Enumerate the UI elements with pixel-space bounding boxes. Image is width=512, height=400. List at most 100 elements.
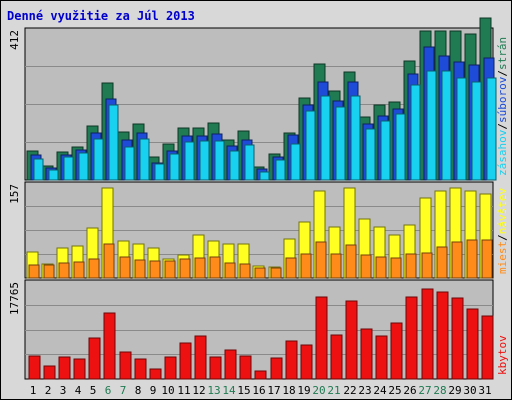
- bar-kbytov-day-5: [88, 337, 101, 380]
- bar-kbytov-day-1: [28, 355, 41, 380]
- bar-miest-day-20: [315, 241, 327, 279]
- legend-bottom: kbytov: [496, 335, 509, 375]
- bar-zasahov-day-4: [78, 152, 89, 181]
- legend-item-zasahov: zásahov: [496, 129, 509, 176]
- bar-kbytov-day-2: [43, 365, 56, 380]
- day-label-3: 3: [60, 384, 67, 397]
- bar-miest-day-25: [390, 257, 402, 279]
- day-label-16: 16: [252, 384, 265, 397]
- max-label-top: 412: [8, 30, 21, 50]
- legend-separator: /: [496, 70, 509, 77]
- bar-miest-day-29: [451, 241, 463, 279]
- day-label-12: 12: [192, 384, 205, 397]
- bar-kbytov-day-12: [194, 335, 207, 380]
- bar-kbytov-day-24: [375, 335, 388, 380]
- day-label-24: 24: [373, 384, 387, 397]
- bar-kbytov-day-26: [405, 296, 418, 380]
- bar-miest-day-24: [375, 256, 387, 279]
- bar-miest-day-27: [421, 252, 433, 279]
- day-label-23: 23: [358, 384, 371, 397]
- bar-miest-day-18: [285, 257, 297, 279]
- bar-zasahov-day-28: [441, 70, 452, 181]
- bar-zasahov-day-11: [184, 141, 195, 181]
- day-label-22: 22: [343, 384, 356, 397]
- bar-zasahov-day-20: [320, 95, 331, 181]
- bar-kbytov-day-22: [345, 300, 358, 380]
- legend-separator: /: [496, 234, 509, 241]
- bar-kbytov-day-13: [209, 356, 222, 380]
- day-label-26: 26: [403, 384, 416, 397]
- bar-zasahov-day-8: [139, 138, 150, 181]
- bar-zasahov-day-7: [124, 146, 135, 181]
- bar-zasahov-day-5: [93, 138, 104, 181]
- day-label-21: 21: [327, 384, 340, 397]
- bar-zasahov-day-1: [33, 158, 44, 181]
- day-label-14: 14: [222, 384, 236, 397]
- bar-kbytov-day-25: [390, 322, 403, 380]
- bar-miest-day-10: [164, 260, 176, 279]
- bar-miest-day-22: [345, 244, 357, 279]
- day-label-4: 4: [75, 384, 82, 397]
- bar-kbytov-day-18: [285, 340, 298, 380]
- bar-kbytov-day-17: [270, 357, 283, 380]
- max-label-middle: 157: [8, 184, 21, 204]
- bar-miest-day-19: [300, 253, 312, 279]
- legend-separator: /: [496, 123, 509, 130]
- day-label-25: 25: [388, 384, 401, 397]
- bar-miest-day-9: [149, 260, 161, 279]
- legend-item-kbytov: kbytov: [496, 335, 509, 375]
- day-label-1: 1: [30, 384, 37, 397]
- bar-zasahov-day-6: [108, 104, 119, 181]
- bar-miest-day-30: [466, 239, 478, 279]
- bar-miest-day-16: [254, 267, 266, 279]
- bar-zasahov-day-12: [199, 140, 210, 181]
- day-label-29: 29: [448, 384, 461, 397]
- bar-kbytov-day-28: [436, 291, 449, 380]
- bar-zasahov-day-3: [63, 156, 74, 181]
- day-label-18: 18: [282, 384, 295, 397]
- day-label-5: 5: [90, 384, 97, 397]
- bar-zasahov-day-31: [486, 77, 497, 181]
- bar-kbytov-day-27: [421, 288, 434, 380]
- bar-miest-day-12: [194, 257, 206, 279]
- bar-zasahov-day-30: [471, 81, 482, 181]
- bar-zasahov-day-27: [426, 70, 437, 181]
- bar-miest-day-8: [134, 259, 146, 279]
- bar-zasahov-day-2: [48, 169, 59, 181]
- bar-kbytov-day-21: [330, 334, 343, 380]
- bar-kbytov-day-20: [315, 296, 328, 380]
- bar-kbytov-day-19: [300, 344, 313, 380]
- bar-kbytov-day-11: [179, 342, 192, 380]
- day-label-10: 10: [161, 384, 174, 397]
- bar-miest-day-6: [103, 243, 115, 279]
- bar-zasahov-day-16: [259, 171, 270, 181]
- day-label-20: 20: [312, 384, 325, 397]
- bar-miest-day-13: [209, 256, 221, 279]
- bar-zasahov-day-15: [244, 144, 255, 181]
- bar-miest-day-23: [360, 254, 372, 279]
- bar-miest-day-4: [73, 261, 85, 279]
- bar-zasahov-day-29: [456, 77, 467, 181]
- bar-zasahov-day-19: [305, 110, 316, 181]
- bar-kbytov-day-7: [119, 351, 132, 380]
- bar-kbytov-day-3: [58, 356, 71, 380]
- bar-zasahov-day-9: [154, 163, 165, 181]
- day-label-19: 19: [297, 384, 310, 397]
- bar-zasahov-day-24: [380, 120, 391, 181]
- bar-zasahov-day-18: [290, 143, 301, 181]
- bar-miest-day-14: [224, 262, 236, 279]
- legend-top: zásahov/súborov/strán: [496, 37, 509, 176]
- bar-miest-day-28: [436, 246, 448, 279]
- bar-zasahov-day-22: [350, 95, 361, 181]
- bar-miest-day-5: [88, 258, 100, 279]
- bar-miest-day-17: [270, 267, 282, 279]
- bar-miest-day-2: [43, 264, 55, 279]
- bar-kbytov-day-16: [254, 370, 267, 380]
- bar-zasahov-day-23: [365, 128, 376, 181]
- day-label-6: 6: [105, 384, 112, 397]
- chart-title: Denné využitie za Júl 2013: [7, 9, 195, 23]
- bar-zasahov-day-17: [275, 159, 286, 181]
- day-label-17: 17: [267, 384, 280, 397]
